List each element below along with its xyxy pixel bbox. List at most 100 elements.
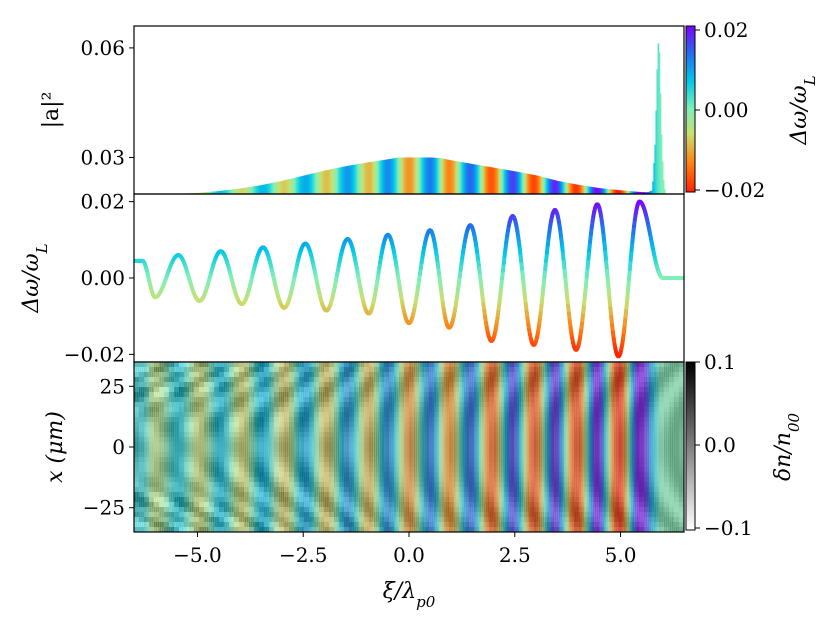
frequency-overlay-slice bbox=[134, 362, 137, 532]
area-slice bbox=[310, 173, 313, 194]
area-slice bbox=[586, 186, 589, 194]
area-slice bbox=[603, 188, 606, 194]
area-slice bbox=[350, 165, 353, 194]
area-slice bbox=[449, 160, 451, 194]
area-slice bbox=[414, 157, 416, 194]
frequency-overlay-slice bbox=[189, 362, 192, 532]
top-area-fill bbox=[179, 43, 666, 194]
frequency-overlay-slice bbox=[148, 362, 152, 532]
area-slice bbox=[596, 187, 598, 194]
area-slice bbox=[346, 165, 349, 194]
frequency-overlay-slice bbox=[176, 362, 180, 532]
area-slice bbox=[410, 157, 412, 194]
area-slice bbox=[297, 176, 300, 194]
area-slice bbox=[368, 162, 371, 194]
area-slice bbox=[494, 167, 497, 194]
frequency-overlay-slice bbox=[377, 362, 380, 532]
area-slice bbox=[422, 157, 425, 194]
area-slice bbox=[567, 182, 570, 194]
area-slice bbox=[624, 190, 627, 194]
frequency-overlay-slice bbox=[172, 362, 175, 532]
area-slice bbox=[456, 161, 459, 194]
area-slice bbox=[495, 168, 498, 194]
area-slice bbox=[223, 190, 226, 194]
frequency-overlay-slice bbox=[284, 362, 287, 532]
area-slice bbox=[219, 190, 222, 194]
area-slice bbox=[658, 52, 661, 194]
frequency-overlay-slice bbox=[218, 362, 222, 532]
area-slice bbox=[641, 192, 644, 194]
area-slice bbox=[615, 189, 617, 194]
area-slice bbox=[642, 192, 645, 194]
area-slice bbox=[534, 175, 537, 194]
area-slice bbox=[230, 189, 232, 194]
frequency-overlay-slice bbox=[326, 362, 330, 532]
area-slice bbox=[415, 157, 418, 194]
area-slice bbox=[611, 189, 613, 194]
frequency-overlay-slice bbox=[212, 362, 215, 532]
area-slice bbox=[548, 178, 551, 194]
area-slice bbox=[568, 183, 571, 194]
frequency-overlay-slice bbox=[305, 362, 309, 532]
frequency-overlay-slice bbox=[313, 362, 317, 532]
frequency-overlay-slice bbox=[165, 362, 169, 532]
frequency-overlay-slice bbox=[358, 362, 361, 532]
area-slice bbox=[477, 165, 480, 194]
area-slice bbox=[646, 192, 649, 194]
area-slice bbox=[508, 170, 511, 194]
area-slice bbox=[242, 187, 245, 194]
area-slice bbox=[211, 191, 213, 194]
area-slice bbox=[510, 170, 513, 194]
frequency-overlay-slice bbox=[349, 362, 353, 532]
frequency-overlay-slice bbox=[273, 362, 277, 532]
area-slice bbox=[471, 163, 474, 194]
frequency-overlay-slice bbox=[195, 362, 199, 532]
area-slice bbox=[253, 186, 256, 194]
area-slice bbox=[448, 159, 450, 194]
frequency-overlay-slice bbox=[153, 362, 156, 532]
area-slice bbox=[307, 174, 310, 194]
area-slice bbox=[464, 162, 466, 194]
area-slice bbox=[521, 172, 523, 194]
area-slice bbox=[411, 157, 413, 194]
area-slice bbox=[300, 176, 302, 194]
frequency-overlay-slice bbox=[292, 362, 296, 532]
area-slice bbox=[209, 191, 211, 194]
frequency-overlay-slice bbox=[161, 362, 165, 532]
area-slice bbox=[581, 185, 584, 194]
area-slice bbox=[294, 177, 297, 194]
area-slice bbox=[454, 161, 457, 194]
area-slice bbox=[431, 157, 433, 194]
area-slice bbox=[407, 157, 410, 194]
area-slice bbox=[247, 187, 249, 194]
area-slice bbox=[229, 189, 231, 194]
area-slice bbox=[389, 158, 392, 194]
area-slice bbox=[370, 161, 373, 194]
area-slice bbox=[249, 186, 251, 194]
area-slice bbox=[483, 165, 485, 194]
area-slice bbox=[526, 173, 529, 194]
area-slice bbox=[473, 164, 476, 194]
area-slice bbox=[616, 189, 618, 194]
area-slice bbox=[245, 187, 247, 194]
area-slice bbox=[566, 182, 569, 194]
middle-ytick-label: 0.02 bbox=[80, 190, 125, 214]
frequency-overlay-slice bbox=[248, 362, 251, 532]
area-slice bbox=[544, 177, 547, 194]
area-slice bbox=[461, 162, 464, 194]
area-slice bbox=[618, 190, 621, 194]
area-slice bbox=[327, 169, 330, 194]
frequency-overlay-slice bbox=[324, 362, 328, 532]
area-slice bbox=[213, 191, 215, 194]
frequency-overlay-slice bbox=[180, 362, 184, 532]
frequency-overlay-slice bbox=[222, 362, 226, 532]
area-slice bbox=[595, 187, 597, 194]
area-slice bbox=[393, 158, 395, 194]
area-slice bbox=[626, 190, 629, 194]
area-slice bbox=[354, 164, 356, 194]
area-slice bbox=[657, 43, 660, 194]
frequency-overlay-slice bbox=[282, 362, 285, 532]
area-slice bbox=[451, 160, 453, 194]
frequency-overlay-slice bbox=[330, 362, 334, 532]
